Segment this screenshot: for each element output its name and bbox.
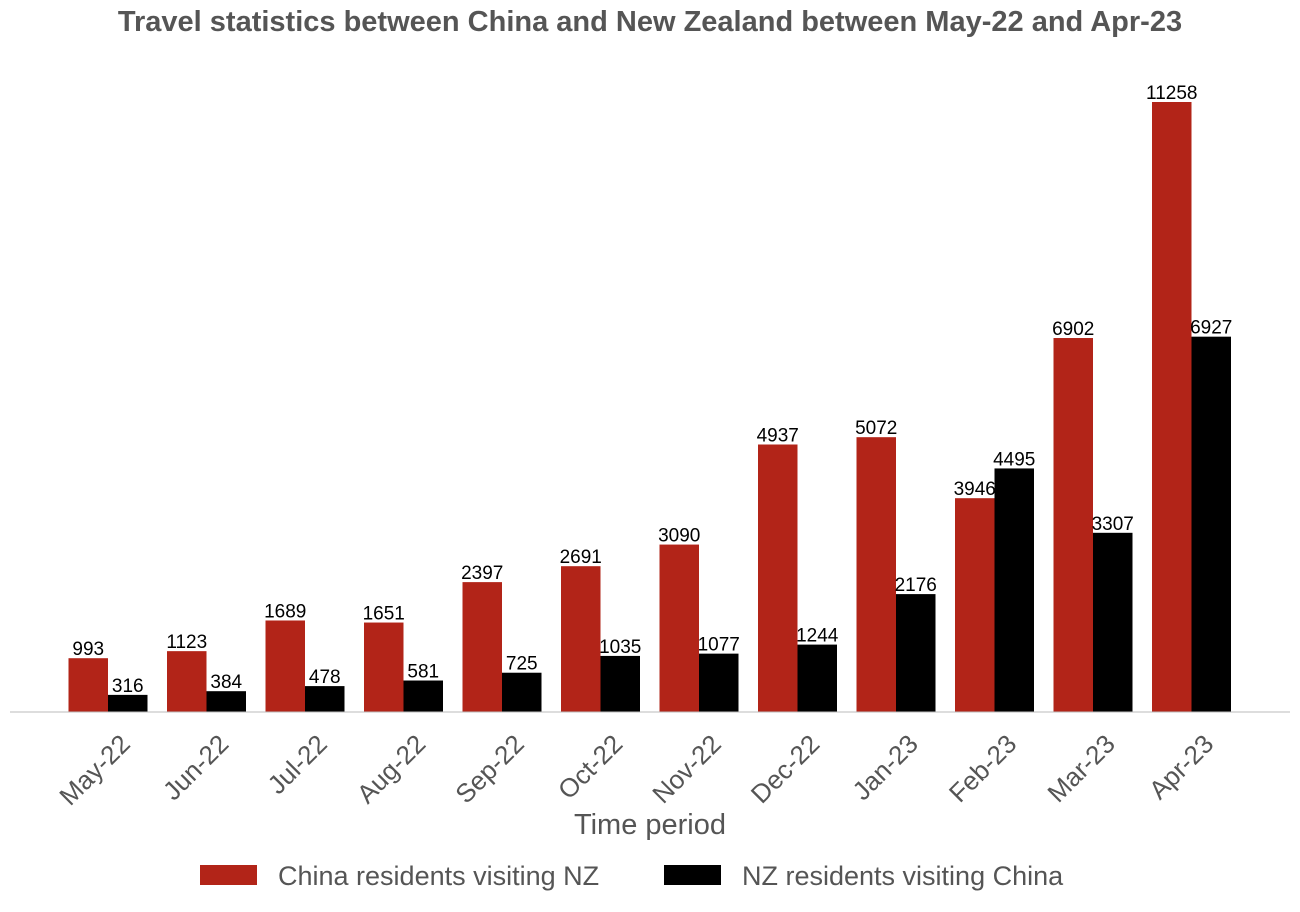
bar-china-to-nz-sep-22	[462, 582, 502, 712]
x-tick-label-sep-22: Sep-22	[449, 729, 529, 809]
data-label-nz-to-china-apr-23: 6927	[1190, 318, 1232, 339]
legend-label-nz-to-china: NZ residents visiting China	[742, 861, 1064, 891]
x-tick-label-jul-22: Jul-22	[262, 729, 333, 800]
bar-nz-to-china-mar-23	[1093, 532, 1133, 712]
x-tick-labels-group: May-22 Jun-22 Jul-22 Aug-22 Sep-22 Oct-22 Nov-…	[53, 729, 1219, 812]
data-label-china-to-nz-jan-23: 5072	[855, 418, 897, 439]
x-tick-label-aug-22: Aug-22	[351, 729, 431, 809]
bar-china-to-nz-apr-23	[1152, 102, 1192, 712]
x-tick-label-apr-23: Apr-23	[1143, 729, 1219, 805]
bar-china-to-nz-nov-22	[659, 544, 699, 712]
bar-china-to-nz-feb-23	[955, 498, 995, 712]
data-label-china-to-nz-jul-22: 1689	[264, 601, 306, 622]
x-tick-label-oct-22: Oct-22	[552, 729, 628, 805]
bar-nz-to-china-oct-22	[600, 655, 640, 712]
bar-china-to-nz-jan-23	[856, 437, 896, 712]
x-axis-label: Time period	[574, 809, 726, 841]
data-label-china-to-nz-apr-23: 11258	[1146, 83, 1197, 104]
bar-china-to-nz-dec-22	[758, 444, 798, 712]
bar-china-to-nz-mar-23	[1053, 338, 1093, 712]
bar-nz-to-china-sep-22	[502, 672, 542, 712]
data-label-china-to-nz-sep-22: 2397	[461, 563, 503, 584]
data-label-nz-to-china-oct-22: 1035	[599, 637, 641, 658]
data-label-china-to-nz-mar-23: 6902	[1052, 319, 1094, 340]
bar-nz-to-china-apr-23	[1191, 336, 1231, 712]
legend: China residents visiting NZ NZ residents …	[200, 861, 1064, 891]
bar-nz-to-china-feb-23	[994, 468, 1034, 712]
x-tick-label-nov-22: Nov-22	[646, 729, 726, 809]
bar-nz-to-china-jan-23	[896, 594, 936, 712]
x-tick-label-mar-23: Mar-23	[1041, 729, 1120, 808]
bar-china-to-nz-oct-22	[561, 566, 601, 712]
bar-nz-to-china-jun-22	[206, 691, 246, 712]
data-label-china-to-nz-feb-23: 3946	[954, 479, 996, 500]
legend-swatch-china-to-nz	[200, 865, 257, 885]
x-tick-label-jan-23: Jan-23	[846, 729, 923, 806]
bar-china-to-nz-jul-22	[265, 620, 305, 712]
legend-swatch-nz-to-china	[664, 865, 721, 885]
data-label-nz-to-china-jun-22: 384	[210, 672, 242, 693]
bar-china-to-nz-aug-22	[364, 622, 404, 712]
x-tick-label-jun-22: Jun-22	[157, 729, 234, 806]
bar-nz-to-china-aug-22	[403, 680, 443, 712]
data-label-nz-to-china-nov-22: 1077	[698, 635, 740, 656]
data-label-nz-to-china-feb-23: 4495	[993, 449, 1035, 470]
data-label-china-to-nz-jun-22: 1123	[166, 632, 207, 653]
bar-nz-to-china-nov-22	[699, 653, 739, 712]
bar-china-to-nz-jun-22	[167, 651, 207, 712]
chart-title: Travel statistics between China and New …	[118, 6, 1182, 38]
data-label-china-to-nz-oct-22: 2691	[560, 547, 602, 568]
data-label-nz-to-china-jan-23: 2176	[895, 575, 937, 596]
x-tick-label-may-22: May-22	[53, 729, 136, 812]
bar-china-to-nz-may-22	[68, 658, 108, 712]
data-label-nz-to-china-aug-22: 581	[407, 662, 439, 683]
data-label-nz-to-china-may-22: 316	[112, 676, 144, 697]
legend-label-china-to-nz: China residents visiting NZ	[278, 861, 599, 891]
bar-nz-to-china-jul-22	[305, 686, 345, 712]
data-label-china-to-nz-nov-22: 3090	[658, 526, 700, 547]
x-tick-label-dec-22: Dec-22	[745, 729, 825, 809]
data-label-nz-to-china-jul-22: 478	[309, 667, 341, 688]
data-label-nz-to-china-dec-22: 1244	[796, 626, 839, 647]
data-label-nz-to-china-mar-23: 3307	[1092, 514, 1134, 535]
bars-group	[68, 102, 1231, 712]
data-label-nz-to-china-sep-22: 725	[506, 654, 538, 675]
x-tick-label-feb-23: Feb-23	[943, 729, 1022, 808]
data-label-china-to-nz-may-22: 993	[72, 639, 104, 660]
data-label-china-to-nz-dec-22: 4937	[757, 426, 799, 447]
bar-nz-to-china-dec-22	[797, 644, 837, 712]
bar-nz-to-china-may-22	[108, 694, 148, 712]
data-label-china-to-nz-aug-22: 1651	[363, 604, 405, 625]
